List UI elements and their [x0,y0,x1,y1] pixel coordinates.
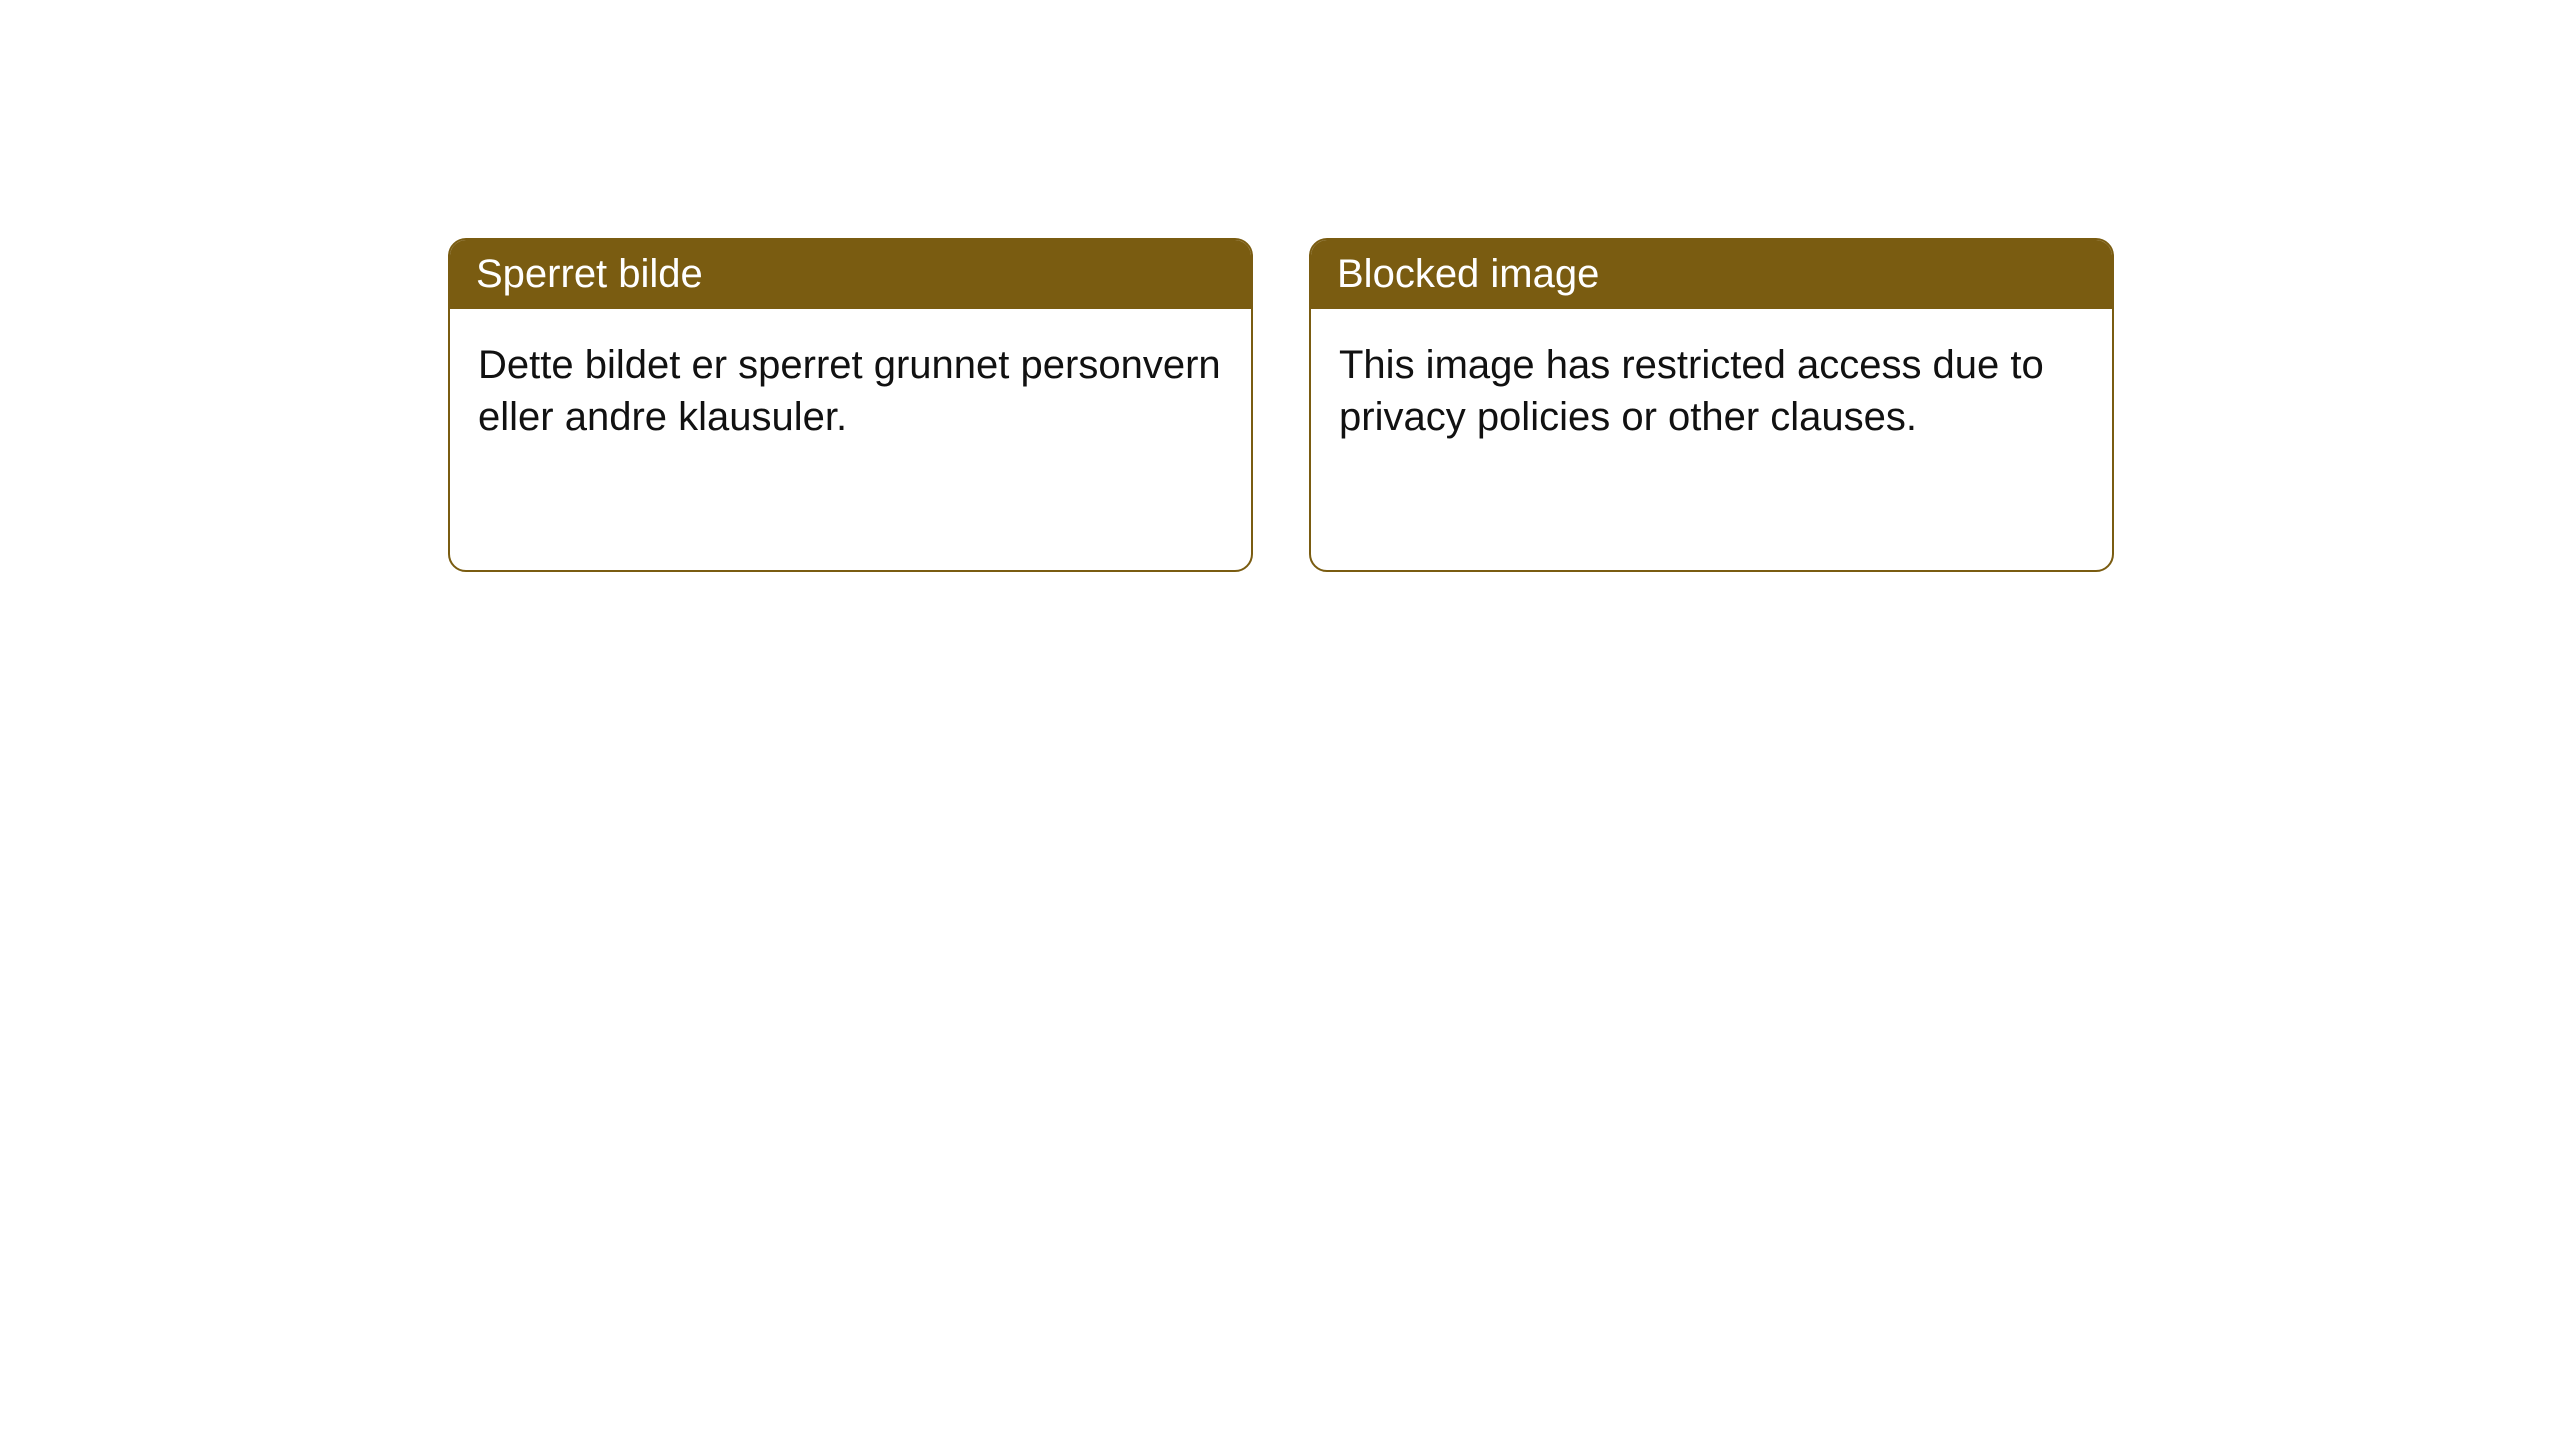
card-body-text: This image has restricted access due to … [1339,343,2044,439]
card-body: Dette bildet er sperret grunnet personve… [450,309,1251,473]
card-body: This image has restricted access due to … [1311,309,2112,473]
card-header: Blocked image [1311,240,2112,309]
card-title: Blocked image [1337,252,1599,296]
card-container: Sperret bilde Dette bildet er sperret gr… [0,0,2560,572]
card-title: Sperret bilde [476,252,703,296]
card-body-text: Dette bildet er sperret grunnet personve… [478,343,1221,439]
blocked-image-card-no: Sperret bilde Dette bildet er sperret gr… [448,238,1253,572]
card-header: Sperret bilde [450,240,1251,309]
blocked-image-card-en: Blocked image This image has restricted … [1309,238,2114,572]
